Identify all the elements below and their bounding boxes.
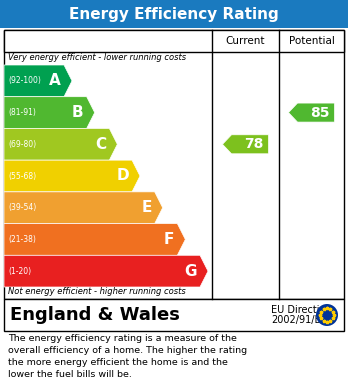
Polygon shape <box>4 192 163 224</box>
Text: England & Wales: England & Wales <box>10 306 180 324</box>
Polygon shape <box>4 65 72 97</box>
Polygon shape <box>4 255 208 287</box>
Text: 78: 78 <box>244 137 263 151</box>
Text: (39-54): (39-54) <box>8 203 36 212</box>
Text: Current: Current <box>226 36 265 46</box>
Text: G: G <box>184 264 197 279</box>
Text: (69-80): (69-80) <box>8 140 36 149</box>
Text: 85: 85 <box>310 106 330 120</box>
Polygon shape <box>222 135 269 154</box>
Text: Not energy efficient - higher running costs: Not energy efficient - higher running co… <box>8 287 186 296</box>
Polygon shape <box>4 97 95 128</box>
Text: F: F <box>164 232 174 247</box>
Text: Very energy efficient - lower running costs: Very energy efficient - lower running co… <box>8 54 186 63</box>
Text: EU Directive: EU Directive <box>271 305 331 315</box>
Text: (55-68): (55-68) <box>8 172 36 181</box>
Bar <box>4 299 344 331</box>
Text: 2002/91/EC: 2002/91/EC <box>271 315 327 325</box>
Circle shape <box>316 304 338 326</box>
Polygon shape <box>288 103 334 122</box>
Polygon shape <box>4 160 140 192</box>
Text: E: E <box>141 200 152 215</box>
Text: (92-100): (92-100) <box>8 76 41 85</box>
Text: Potential: Potential <box>288 36 334 46</box>
Bar <box>0 0 348 28</box>
Bar <box>4 30 344 52</box>
Text: (1-20): (1-20) <box>8 267 31 276</box>
Text: A: A <box>49 74 61 88</box>
Text: The energy efficiency rating is a measure of the
overall efficiency of a home. T: The energy efficiency rating is a measur… <box>8 334 247 379</box>
Text: D: D <box>116 169 129 183</box>
Text: (21-38): (21-38) <box>8 235 36 244</box>
Text: C: C <box>95 137 106 152</box>
Text: (81-91): (81-91) <box>8 108 36 117</box>
Bar <box>4 30 344 299</box>
Polygon shape <box>4 128 117 160</box>
Polygon shape <box>4 224 185 255</box>
Text: B: B <box>72 105 84 120</box>
Text: Energy Efficiency Rating: Energy Efficiency Rating <box>69 7 279 22</box>
